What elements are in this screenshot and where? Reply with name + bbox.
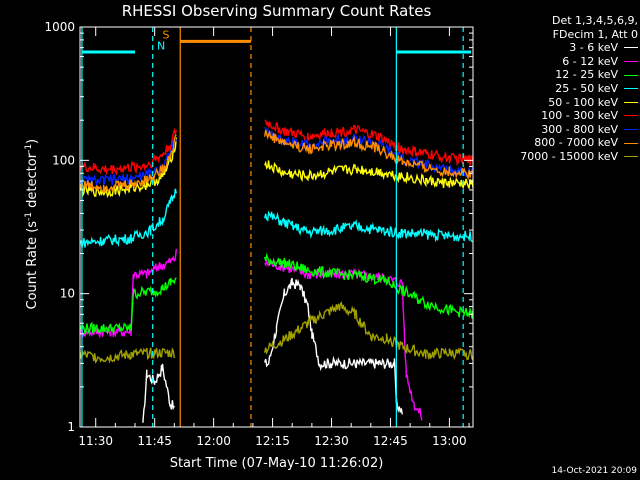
series-6-12kev (79, 248, 423, 421)
series-line (264, 126, 474, 178)
series-line (79, 277, 177, 335)
series-12-25kev (79, 252, 474, 335)
series-3-6kev (142, 277, 403, 423)
y-tick-label: 100 (52, 153, 75, 167)
night-marker-label: N (157, 39, 165, 52)
legend-swatch (624, 47, 638, 49)
series-line (79, 127, 177, 176)
marker-layer: NS (81, 27, 472, 427)
series-line (79, 248, 177, 339)
legend-label: 300 - 800 keV (541, 122, 618, 136)
legend-header-2: FDecim 1, Att 0 (552, 27, 638, 41)
series-line (264, 129, 474, 181)
legend-entry: 300 - 800 keV (480, 123, 638, 137)
legend-swatch (624, 156, 638, 158)
series-line (142, 363, 175, 423)
legend-swatch (624, 88, 638, 90)
legend-entry: 7000 - 15000 keV (480, 150, 638, 164)
y-tick-label: 1 (67, 420, 75, 434)
legend-label: 3 - 6 keV (569, 41, 618, 55)
series-layer (79, 119, 474, 423)
legend-entry: 12 - 25 keV (480, 68, 638, 82)
legend-entry: 25 - 50 keV (480, 82, 638, 96)
legend-label: 50 - 100 keV (548, 95, 618, 109)
series-line (264, 277, 403, 415)
series-line (264, 160, 474, 190)
series-line (79, 134, 177, 194)
series-7000-15000kev (79, 301, 474, 364)
series-25-50kev (79, 188, 474, 248)
timestamp: 14-Oct-2021 20:09 (551, 466, 637, 476)
series-line (79, 347, 175, 364)
legend-header-1: Det 1,3,4,5,6,9, (551, 14, 638, 27)
legend-swatch (624, 61, 638, 63)
y-axis-label: Count Rate (s-1 detector-1) (23, 138, 41, 310)
legend-entry: 50 - 100 keV (480, 96, 638, 110)
legend: Det 1,3,4,5,6,9, FDecim 1, Att 0 3 - 6 k… (480, 14, 638, 164)
series-line (264, 252, 474, 319)
legend-label: 6 - 12 keV (562, 54, 618, 68)
x-tick-label: 12:45 (373, 434, 408, 448)
series-line (264, 259, 423, 421)
legend-label: 7000 - 15000 keV (520, 149, 618, 163)
legend-label: 12 - 25 keV (555, 68, 618, 82)
y-tick-label: 10 (60, 287, 75, 301)
x-tick-label: 13:00 (432, 434, 467, 448)
x-tick-label: 12:30 (314, 434, 349, 448)
legend-label: 100 - 300 keV (541, 109, 618, 123)
x-tick-label: 12:00 (196, 434, 231, 448)
series-line (264, 210, 474, 243)
legend-swatch (624, 101, 638, 103)
chart-title: RHESSI Observing Summary Count Rates (121, 2, 432, 20)
legend-label: 25 - 50 keV (555, 81, 618, 95)
x-tick-label: 11:45 (137, 434, 172, 448)
series-line (79, 137, 177, 187)
legend-label: 800 - 7000 keV (534, 136, 618, 150)
legend-entry: 800 - 7000 keV (480, 136, 638, 150)
x-tick-label: 12:15 (255, 434, 290, 448)
plot-frame (79, 26, 474, 428)
legend-swatch (624, 115, 638, 117)
saa-marker-label: S (163, 28, 170, 41)
x-tick-label: 11:30 (78, 434, 113, 448)
legend-swatch (624, 142, 638, 144)
axis-layer: 1 10 100 1000 11:30 11:45 12:00 12:15 12:30 12:45… (44, 20, 473, 448)
series-line (264, 301, 474, 361)
legend-swatch (624, 129, 638, 131)
y-tick-label: 1000 (44, 20, 75, 34)
legend-entry: 3 - 6 keV (480, 41, 638, 55)
series-800-7000kev (79, 129, 474, 194)
x-axis-label: Start Time (07-May-10 11:26:02) (169, 456, 384, 471)
legend-swatch (624, 74, 638, 76)
legend-entry: 100 - 300 keV (480, 109, 638, 123)
legend-entry: 6 - 12 keV (480, 55, 638, 69)
series-line (79, 188, 177, 248)
